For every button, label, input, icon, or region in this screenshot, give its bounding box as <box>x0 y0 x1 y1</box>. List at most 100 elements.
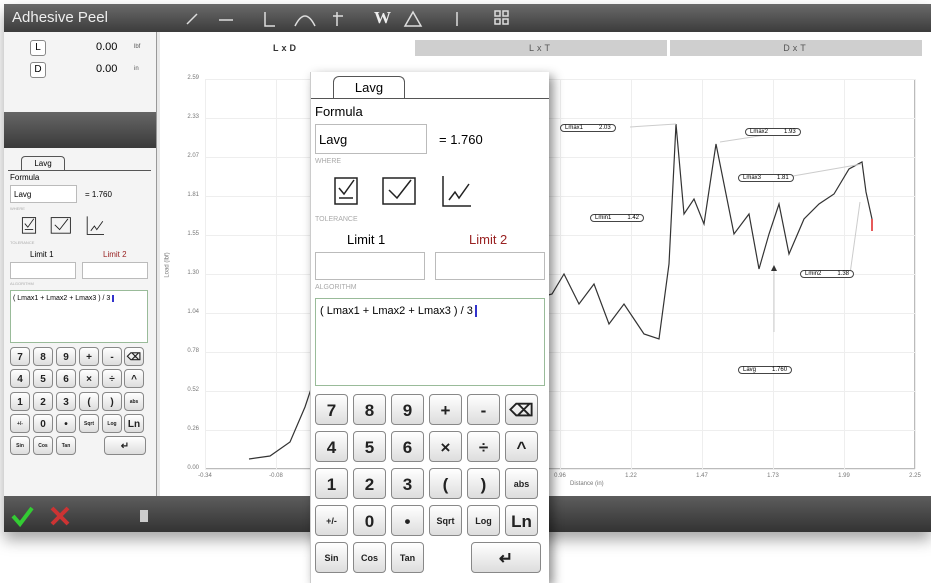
keypad-key[interactable]: 4 <box>315 431 348 462</box>
keypad-key[interactable]: 5 <box>33 369 53 388</box>
limit2-input[interactable] <box>82 262 148 279</box>
keypad-key[interactable]: Sin <box>315 542 348 573</box>
keypad-key[interactable]: Log <box>102 414 122 433</box>
annotation-name: Lavg <box>743 367 757 373</box>
formula-tab[interactable]: Lavg <box>21 156 65 170</box>
chart-tab[interactable]: DxT <box>670 40 922 56</box>
x-tick-label: 0.96 <box>554 473 566 479</box>
app-title[interactable]: Adhesive Peel <box>12 9 108 26</box>
keypad-key[interactable]: Sqrt <box>79 414 99 433</box>
toolbar-icons <box>186 10 509 27</box>
limit1-input[interactable] <box>315 252 425 280</box>
keypad-key[interactable]: • <box>56 414 76 433</box>
keypad-key[interactable]: 9 <box>391 394 424 425</box>
formula-popup: Lavg Formula Lavg = 1.760 WHERE TOLERANCE Limi… <box>310 72 549 583</box>
keypad-key[interactable]: - <box>467 394 500 425</box>
keypad-key[interactable]: - <box>102 347 122 366</box>
keypad-key[interactable]: Ln <box>505 505 538 536</box>
keypad-key[interactable]: + <box>79 347 99 366</box>
formula-name-input[interactable]: Lavg <box>315 124 427 154</box>
keypad-key[interactable]: 6 <box>56 369 76 388</box>
keypad-key[interactable]: 6 <box>391 431 424 462</box>
y-tick-label: 1.81 <box>187 192 199 198</box>
keypad-key[interactable]: +/- <box>10 414 30 433</box>
annotation-value: 1.81 <box>777 175 789 181</box>
keypad-key[interactable]: abs <box>505 468 538 499</box>
keypad-key[interactable]: ⌫ <box>124 347 144 366</box>
keypad-key[interactable]: Tan <box>391 542 424 573</box>
keypad-key[interactable]: ( <box>429 468 462 499</box>
keypad-key[interactable]: + <box>429 394 462 425</box>
annotation-box[interactable]: Lmax1 2.03 <box>560 124 616 132</box>
keypad-key[interactable]: ^ <box>505 431 538 462</box>
algorithm-editor[interactable]: ( Lmax1 + Lmax2 + Lmax3 ) / 3 <box>315 298 545 386</box>
keypad-key[interactable]: 3 <box>56 392 76 411</box>
keypad-key[interactable]: Cos <box>33 436 53 455</box>
annotation-box[interactable]: Lavg 1.760 <box>738 366 793 374</box>
keypad-key[interactable]: 7 <box>10 347 30 366</box>
keypad-key[interactable]: 0 <box>353 505 386 536</box>
formula-result: = 1.760 <box>85 190 112 199</box>
keypad-key[interactable]: 9 <box>56 347 76 366</box>
keypad-key[interactable]: × <box>79 369 99 388</box>
readout-key[interactable]: D <box>30 62 46 78</box>
keypad-key[interactable]: × <box>429 431 462 462</box>
keypad-key[interactable]: ↵ <box>104 436 146 455</box>
keypad-key[interactable]: +/- <box>315 505 348 536</box>
formula-tab[interactable]: Lavg <box>333 76 405 99</box>
keypad-key[interactable]: 3 <box>391 468 424 499</box>
keypad-key[interactable]: ÷ <box>102 369 122 388</box>
y-tick-label: 0.52 <box>187 387 199 393</box>
where-icons[interactable] <box>20 214 122 238</box>
keypad-key[interactable]: Tan <box>56 436 76 455</box>
keypad-key[interactable]: ↵ <box>471 542 541 573</box>
keypad-key[interactable]: Sqrt <box>429 505 462 536</box>
limit2-input[interactable] <box>435 252 545 280</box>
keypad-key[interactable]: ) <box>102 392 122 411</box>
panel-divider <box>4 112 156 148</box>
readout-unit: lbf <box>134 44 141 50</box>
chart-tab[interactable]: LxD <box>160 40 412 56</box>
keypad-key[interactable]: 1 <box>315 468 348 499</box>
keypad-key[interactable]: ( <box>79 392 99 411</box>
annotation-box[interactable]: Lmax2 1.93 <box>745 128 801 136</box>
keypad-key[interactable]: Sin <box>10 436 30 455</box>
keypad-key[interactable]: ⌫ <box>505 394 538 425</box>
keypad-key[interactable]: abs <box>124 392 144 411</box>
x-tick-label: 2.25 <box>909 473 921 479</box>
keypad-key[interactable]: Log <box>467 505 500 536</box>
keypad-key[interactable]: Cos <box>353 542 386 573</box>
limit1-input[interactable] <box>10 262 76 279</box>
keypad-key[interactable]: 2 <box>353 468 386 499</box>
annotation-box[interactable]: Lmin2 1.38 <box>800 270 855 278</box>
accept-button[interactable] <box>11 506 34 528</box>
chart-tab[interactable]: LxT <box>415 40 667 56</box>
y-tick-label: 2.33 <box>187 114 199 120</box>
keypad-key[interactable]: ÷ <box>467 431 500 462</box>
reject-button[interactable] <box>50 506 70 526</box>
keypad-key[interactable]: 1 <box>10 392 30 411</box>
keypad-key[interactable]: Ln <box>124 414 144 433</box>
keypad-key[interactable]: 7 <box>315 394 348 425</box>
readout-key[interactable]: L <box>30 40 46 56</box>
keypad-key[interactable]: 5 <box>353 431 386 462</box>
where-icons[interactable] <box>331 172 501 212</box>
keypad-key[interactable]: 8 <box>353 394 386 425</box>
formula-name-input[interactable]: Lavg <box>10 185 77 203</box>
annotation-box[interactable]: Lmin1 1.42 <box>590 214 645 222</box>
algorithm-expression: ( Lmax1 + Lmax2 + Lmax3 ) / 3 <box>13 295 115 302</box>
toolbar-button[interactable]: W <box>374 8 391 27</box>
algorithm-editor[interactable]: ( Lmax1 + Lmax2 + Lmax3 ) / 3 <box>10 290 148 343</box>
tab-rule <box>8 170 151 171</box>
y-tick-label: 2.07 <box>187 153 199 159</box>
keypad-key[interactable]: 2 <box>33 392 53 411</box>
keypad-key[interactable]: • <box>391 505 424 536</box>
keypad-key[interactable]: 8 <box>33 347 53 366</box>
scroll-handle[interactable] <box>140 510 148 522</box>
keypad-key[interactable]: ^ <box>124 369 144 388</box>
annotation-box[interactable]: Lmax3 1.81 <box>738 174 794 182</box>
keypad-key[interactable]: 4 <box>10 369 30 388</box>
keypad-key[interactable]: 0 <box>33 414 53 433</box>
keypad-key[interactable]: ) <box>467 468 500 499</box>
